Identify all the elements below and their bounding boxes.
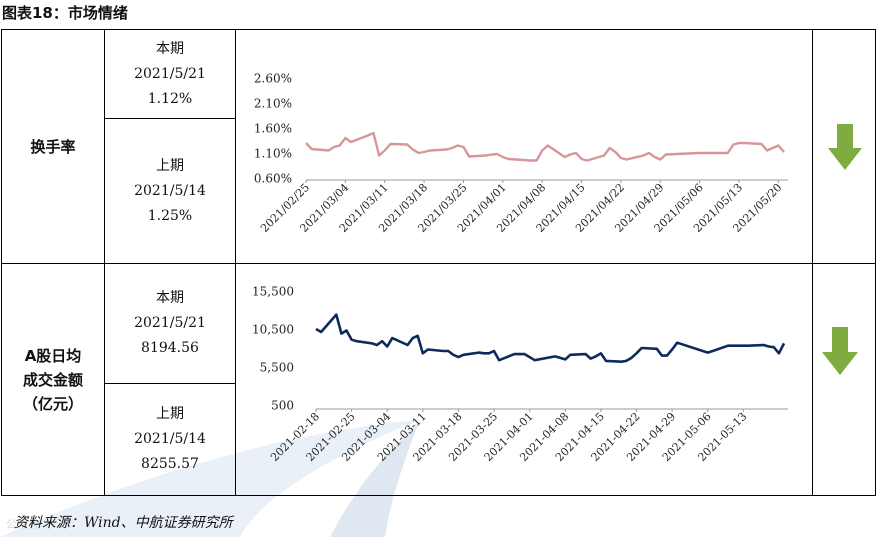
series-line xyxy=(305,131,785,162)
figure-title: 图表18：市场情绪 xyxy=(2,4,128,22)
period-date: 2021/5/14 xyxy=(134,431,206,447)
period-value: 1.12% xyxy=(147,90,193,107)
previous-period-volume: 上期 2021/5/14 8255.57 xyxy=(105,384,235,495)
y-tick-label: 2.60% xyxy=(254,72,292,86)
turnover-rate-chart: 2.60%2.10%1.60%1.10%0.60%2021/02/252021/… xyxy=(254,72,788,235)
swoosh-shape xyxy=(0,420,420,537)
down-arrow-icon xyxy=(822,327,858,375)
y-tick-label: 500 xyxy=(271,399,294,413)
swoosh-shape-2 xyxy=(330,420,420,537)
metric-name-line: （亿元） xyxy=(22,394,83,413)
metric-name-line: 换手率 xyxy=(30,137,76,156)
series-line xyxy=(315,313,786,363)
period-label: 上期 xyxy=(156,157,184,174)
current-period-turnover: 本期 2021/5/21 1.12% xyxy=(105,30,235,118)
metric-name-line: 成交金额 xyxy=(22,370,83,389)
y-tick-label: 1.10% xyxy=(254,147,292,161)
y-tick-label: 10,500 xyxy=(252,323,294,337)
down-arrow-icon xyxy=(828,124,862,170)
metric-name-turnover: 换手率 xyxy=(2,30,104,263)
metric-name-volume: A股日均 成交金额 （亿元） xyxy=(2,264,104,495)
period-value: 8255.57 xyxy=(141,456,199,472)
y-tick-label: 15,500 xyxy=(252,285,294,299)
y-tick-label: 1.60% xyxy=(254,122,292,136)
period-label: 本期 xyxy=(156,40,184,57)
y-tick-label: 5,500 xyxy=(260,361,294,375)
period-label: 上期 xyxy=(156,406,184,422)
previous-period-turnover: 上期 2021/5/14 1.25% xyxy=(105,119,235,263)
period-date: 2021/5/21 xyxy=(134,315,206,331)
period-date: 2021/5/21 xyxy=(134,65,206,82)
period-value: 1.25% xyxy=(147,207,193,224)
y-tick-label: 2.10% xyxy=(254,97,292,111)
period-date: 2021/5/14 xyxy=(134,182,206,199)
period-value: 8194.56 xyxy=(141,340,199,356)
metric-name-line: A股日均 xyxy=(24,346,82,365)
watermark-text: 公众号 xyxy=(6,518,39,531)
y-tick-label: 0.60% xyxy=(254,172,292,186)
current-period-volume: 本期 2021/5/21 8194.56 xyxy=(105,264,235,383)
period-label: 本期 xyxy=(156,290,184,306)
table-border xyxy=(1,29,876,496)
daily-volume-chart: 15,50010,5005,5005002021-02-182021-02-25… xyxy=(252,285,788,464)
source-note: 资料来源：Wind、中航证券研究所 xyxy=(14,515,233,531)
